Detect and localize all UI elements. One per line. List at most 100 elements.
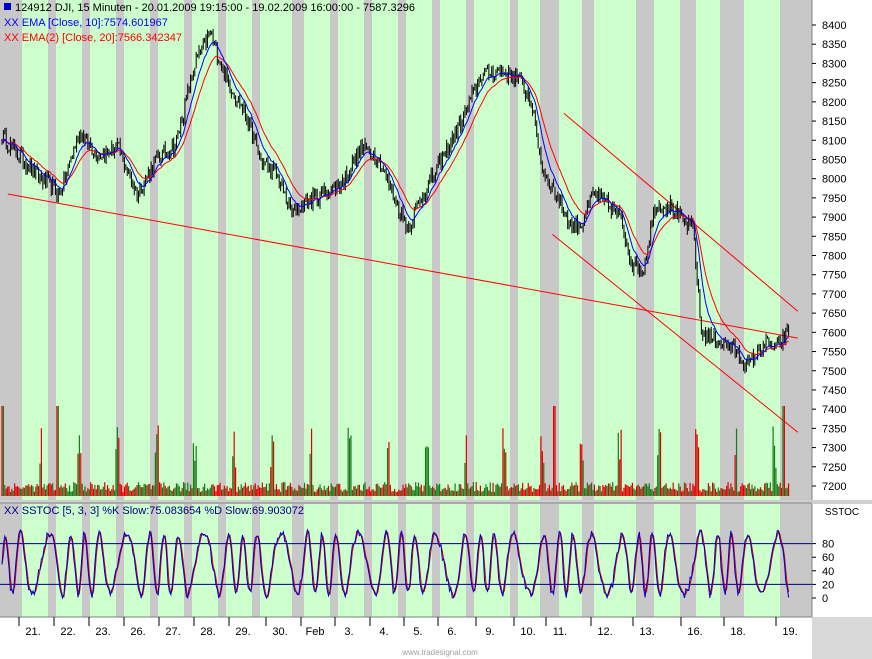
x-tick-label: 21.: [25, 626, 40, 638]
volume-bar: [378, 486, 380, 496]
volume-bar: [582, 460, 584, 496]
volume-bar: [598, 485, 600, 496]
volume-bar: [129, 490, 131, 496]
price-axis-ticks: 8400 8350 8300 8250 8200 8150 8100 8050 8000 7950…: [812, 20, 846, 493]
price-axis[interactable]: [812, 0, 872, 503]
volume-bar: [583, 488, 586, 496]
time-axis[interactable]: [0, 617, 812, 659]
y-tick-label: 7550: [822, 347, 846, 359]
volume-bar: [551, 487, 553, 496]
volume-bar: [558, 482, 560, 496]
volume-bar: [178, 486, 180, 496]
trendline: [552, 233, 799, 433]
volume-bar: [417, 482, 420, 496]
volume-bar: [655, 486, 657, 496]
volume-bar: [453, 491, 455, 496]
volume-bar: [419, 487, 421, 496]
volume-bar: [139, 484, 141, 496]
pane-separator[interactable]: [0, 500, 872, 504]
volume-bar: [471, 486, 473, 496]
volume-bar: [595, 491, 597, 496]
ema10-legend[interactable]: XX EMA [Close, 10]:7574.601967: [4, 17, 168, 29]
volume-bar: [703, 489, 705, 496]
volume-bar: [499, 487, 501, 496]
volume-bar: [783, 406, 785, 496]
volume-bar: [202, 486, 204, 496]
volume-bar: [5, 488, 7, 496]
ema20-legend[interactable]: XX EMA(2) [Close, 20]:7566.342347: [4, 32, 182, 44]
volume-bar: [433, 488, 435, 496]
volume-bar: [486, 486, 489, 496]
volume-bar: [40, 428, 42, 496]
volume-bar: [603, 486, 605, 496]
volume-bar: [467, 483, 469, 496]
volume-bar: [32, 486, 34, 496]
sstoc-legend[interactable]: XX SSTOC [5, 3, 3] %K Slow:75.083654 %D …: [4, 505, 304, 517]
volume-bar: [39, 463, 41, 496]
y-tick-label: 7850: [822, 231, 846, 243]
oscillator-axis[interactable]: [812, 503, 872, 617]
volume-bar: [309, 453, 311, 496]
volume-bar: [92, 488, 95, 496]
volume-bar: [337, 483, 339, 496]
volume-bar: [122, 491, 124, 496]
volume-bar: [605, 484, 607, 496]
volume-bar: [675, 489, 677, 496]
instrument-title: 124912 DJI, 15 Minuten - 20.01.2009 19:1…: [15, 2, 415, 14]
volume-bar: [18, 487, 20, 496]
x-tick-label: 23.: [95, 626, 110, 638]
volume-bar: [616, 485, 618, 496]
volume-bar: [683, 482, 686, 496]
volume-bar: [579, 443, 581, 496]
volume-bar: [696, 434, 698, 496]
volume-bar: [78, 435, 80, 496]
volume-bar: [316, 489, 318, 496]
volume-bar: [707, 483, 709, 496]
session-band: [518, 0, 540, 500]
volume-bar: [223, 485, 225, 496]
volume-bar: [706, 490, 708, 496]
volume-bar: [52, 483, 54, 496]
volume-bar: [586, 482, 588, 496]
volume-bar: [410, 486, 413, 496]
volume-bar: [91, 484, 93, 496]
volume-bar: [351, 489, 353, 496]
volume-bar: [713, 483, 715, 496]
volume-bar: [57, 406, 59, 496]
volume-bar: [77, 453, 79, 496]
volume-bar: [600, 491, 603, 496]
volume-bar: [350, 435, 352, 496]
session-band: [226, 504, 252, 617]
volume-bar: [640, 488, 642, 496]
volume-bar: [22, 487, 24, 496]
volume-bar: [111, 489, 113, 496]
volume-bar: [85, 491, 88, 496]
sstoc-d-line: [1, 528, 790, 599]
volume-bar: [287, 486, 289, 496]
y-tick-label: 7300: [822, 443, 846, 455]
volume-bar: [507, 490, 510, 496]
volume-bar: [562, 485, 565, 496]
volume-bar: [240, 484, 242, 496]
volume-bar: [381, 487, 383, 496]
volume-bar: [402, 484, 404, 496]
session-band: [158, 504, 184, 617]
volume-bar: [358, 484, 361, 496]
volume-bar: [50, 484, 52, 496]
volume-bar: [704, 490, 707, 496]
volume-bar: [257, 485, 259, 496]
volume-bar: [192, 443, 194, 496]
ema20-line: [1, 55, 789, 356]
volume-bars: [1, 406, 790, 496]
volume-bar: [53, 490, 55, 496]
volume-bar: [654, 487, 656, 496]
volume-bar: [94, 484, 96, 496]
volume-bar: [657, 455, 659, 496]
volume-bar: [786, 487, 788, 496]
volume-bar: [529, 486, 531, 496]
y-tick-label: 8100: [822, 135, 846, 147]
volume-bar: [170, 490, 172, 496]
volume-bar: [83, 490, 85, 496]
x-tick-label: 18.: [730, 626, 745, 638]
